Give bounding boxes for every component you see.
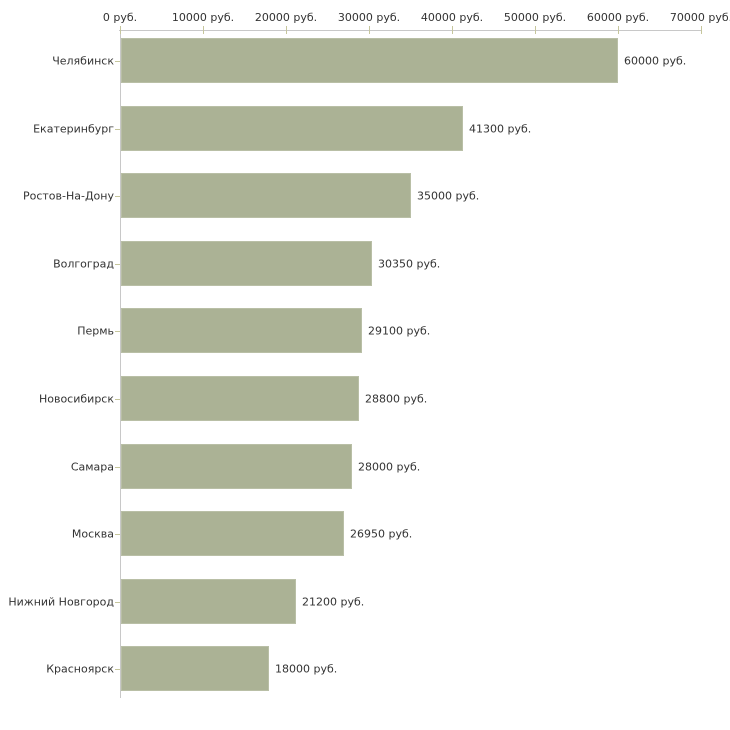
y-axis-tick: [115, 196, 120, 197]
bar: [121, 511, 344, 556]
category-label: Ростов-На-Дону: [22, 189, 114, 202]
category-label: Самара: [70, 460, 114, 473]
y-axis-tick: [115, 129, 120, 130]
x-axis-tick: [120, 26, 121, 34]
category-label: Новосибирск: [38, 392, 114, 405]
y-axis-tick: [115, 331, 120, 332]
bar: [121, 308, 362, 353]
value-label: 21200 руб.: [302, 595, 365, 608]
x-axis-tick-label: 30000 руб.: [337, 11, 401, 24]
x-axis-tick: [286, 26, 287, 34]
y-axis-tick: [115, 399, 120, 400]
y-axis-tick: [115, 264, 120, 265]
y-axis-tick: [115, 534, 120, 535]
category-label: Красноярск: [46, 662, 114, 675]
value-label: 29100 руб.: [368, 324, 431, 337]
category-label: Москва: [71, 527, 114, 540]
value-label: 18000 руб.: [275, 662, 338, 675]
value-label: 26950 руб.: [350, 527, 413, 540]
value-label: 30350 руб.: [378, 257, 441, 270]
y-axis-tick: [115, 61, 120, 62]
bar: [121, 38, 618, 83]
x-axis-tick: [203, 26, 204, 34]
value-label: 28000 руб.: [358, 460, 421, 473]
x-axis-tick: [701, 26, 702, 34]
x-axis-tick-label: 60000 руб.: [586, 11, 650, 24]
bar: [121, 106, 463, 151]
x-axis-tick-label: 50000 руб.: [503, 11, 567, 24]
x-axis-tick-label: 20000 руб.: [254, 11, 318, 24]
bar: [121, 444, 352, 489]
bar: [121, 241, 372, 286]
y-axis-line: [120, 30, 121, 698]
x-axis-tick: [535, 26, 536, 34]
y-axis-tick: [115, 602, 120, 603]
category-label: Пермь: [77, 324, 114, 337]
bar: [121, 579, 296, 624]
value-label: 60000 руб.: [624, 54, 687, 67]
category-label: Нижний Новгород: [8, 595, 114, 608]
x-axis-line: [119, 30, 702, 31]
bar: [121, 173, 411, 218]
category-label: Челябинск: [52, 54, 114, 67]
y-axis-tick: [115, 467, 120, 468]
value-label: 41300 руб.: [469, 122, 532, 135]
bar: [121, 376, 359, 421]
x-axis-tick-label: 40000 руб.: [420, 11, 484, 24]
category-label: Волгоград: [53, 257, 114, 270]
value-label: 28800 руб.: [365, 392, 428, 405]
bar: [121, 646, 269, 691]
x-axis-tick: [369, 26, 370, 34]
x-axis-tick: [618, 26, 619, 34]
y-axis-tick: [115, 669, 120, 670]
x-axis-tick-label: 10000 руб.: [171, 11, 235, 24]
x-axis-tick-label: 70000 руб.: [669, 11, 730, 24]
x-axis-tick-label: 0 руб.: [102, 11, 138, 24]
category-label: Екатеринбург: [33, 122, 114, 135]
x-axis-tick: [452, 26, 453, 34]
value-label: 35000 руб.: [417, 189, 480, 202]
